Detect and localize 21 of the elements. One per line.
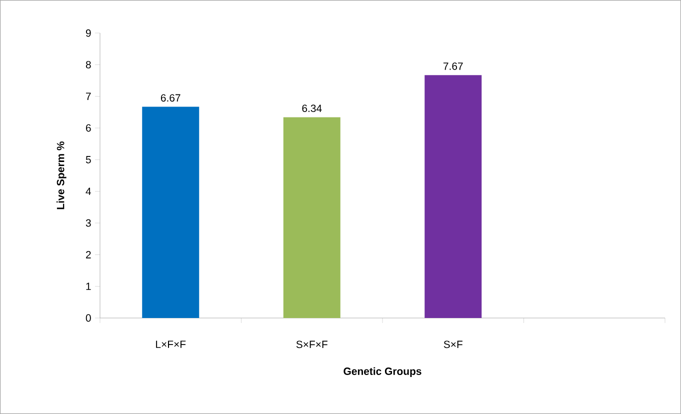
data-label: 6.34 bbox=[302, 104, 322, 112]
data-label: 6.67 bbox=[160, 94, 180, 102]
y-tick-label: 5 bbox=[86, 156, 91, 164]
y-tick-label: 0 bbox=[86, 314, 91, 322]
y-tick-label: 8 bbox=[86, 60, 91, 68]
y-tick-label: 7 bbox=[86, 92, 91, 100]
y-tick-label: 4 bbox=[86, 188, 91, 195]
x-tick-label: L×F×F bbox=[156, 340, 186, 348]
y-tick-label: 3 bbox=[86, 219, 91, 227]
y-axis-title: Live Sperm % bbox=[56, 142, 66, 210]
y-tick-label: 6 bbox=[86, 124, 91, 132]
x-axis-title: Genetic Groups bbox=[344, 367, 422, 378]
bar bbox=[283, 117, 340, 318]
data-label: 7.67 bbox=[443, 62, 463, 70]
y-tick-label: 1 bbox=[86, 282, 91, 290]
y-tick-label: 2 bbox=[86, 251, 91, 258]
y-tick-label: 9 bbox=[86, 29, 91, 37]
bar bbox=[424, 75, 482, 318]
x-tick-label: S×F bbox=[444, 340, 462, 348]
bar bbox=[142, 106, 200, 318]
x-tick-label: S×F×F bbox=[296, 340, 328, 348]
